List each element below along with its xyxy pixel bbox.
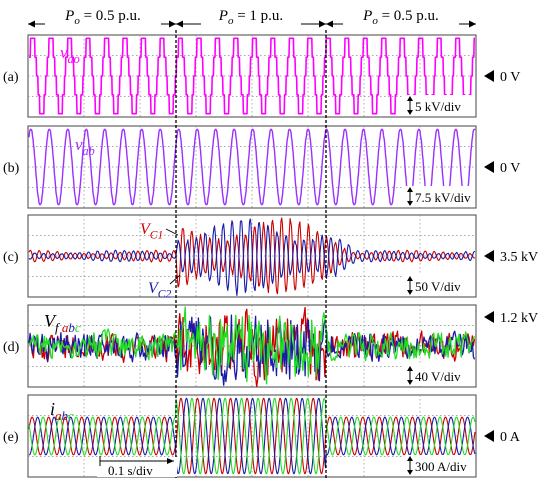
scale-label: 300 A/div bbox=[415, 459, 467, 474]
reference-label: 0 V bbox=[500, 70, 520, 85]
header-2-sub: o bbox=[228, 15, 234, 27]
scale-arrow-up bbox=[407, 366, 413, 371]
scale-box bbox=[404, 455, 474, 476]
svg-text:Po = 0.5 p.u.: Po = 0.5 p.u. bbox=[64, 8, 141, 27]
panel-c: VC1 VC2 (c) 3.5 kV 50 V/div bbox=[3, 214, 538, 300]
panel-e: iabc (e) 0 A 300 A/div bbox=[3, 394, 521, 478]
header-2-sym: P bbox=[218, 8, 228, 24]
scale-arrow-down bbox=[407, 290, 413, 295]
trace-phase-c bbox=[28, 397, 476, 475]
panel-d: Vf abc (d) 1.2 kV 40 V/div bbox=[3, 304, 538, 388]
reference-marker bbox=[484, 70, 494, 82]
scale-arrow-up bbox=[407, 187, 413, 192]
trace-v-ao bbox=[28, 37, 476, 115]
panel-label: (e) bbox=[3, 430, 19, 445]
signal-label-vc1: VC1 bbox=[140, 221, 163, 241]
trace-phase-b bbox=[28, 397, 476, 475]
reference-label: 0 V bbox=[500, 161, 520, 176]
header-segment-2: Po = 1 p.u. bbox=[201, 6, 301, 28]
scale-label: 5 kV/div bbox=[415, 99, 461, 114]
reference-label: 0 A bbox=[500, 430, 521, 445]
scale-box bbox=[404, 365, 474, 386]
signal-label-i-abc: iabc bbox=[50, 399, 74, 423]
header-segment-3: Po = 0.5 p.u. bbox=[343, 6, 459, 28]
vc2-pointer bbox=[169, 274, 181, 285]
signal-label-v-fabc: Vf abc bbox=[44, 311, 81, 335]
scale-arrow-up bbox=[407, 96, 413, 101]
scale-box bbox=[404, 275, 474, 296]
panel-traces bbox=[28, 306, 476, 388]
header-1-sym: P bbox=[64, 8, 74, 24]
panel-b: vab (b) 0 V 7.5 kV/div bbox=[3, 125, 520, 209]
scale-arrow-down bbox=[407, 380, 413, 385]
header-3-rest: = 0.5 p.u. bbox=[378, 8, 439, 24]
header: Po = 0.5 p.u. Po = 1 p.u. Po = 0.5 p.u. bbox=[28, 6, 476, 28]
reference-marker bbox=[484, 430, 494, 442]
header-3-sym: P bbox=[362, 8, 372, 24]
panel-traces bbox=[28, 397, 476, 475]
panel-grid bbox=[28, 126, 476, 208]
signal-label-v-ao: vao bbox=[60, 43, 80, 66]
scale-label: 50 V/div bbox=[415, 279, 461, 294]
header-1-rest: = 0.5 p.u. bbox=[80, 8, 141, 24]
panel-traces bbox=[28, 37, 476, 115]
signal-label-vc2: VC2 bbox=[148, 280, 171, 300]
panel-traces bbox=[28, 128, 476, 206]
scale-arrow-down bbox=[407, 110, 413, 115]
header-1-sub: o bbox=[74, 15, 80, 27]
svg-text:Po = 0.5 p.u.: Po = 0.5 p.u. bbox=[362, 8, 439, 27]
vc1-pointer bbox=[165, 228, 179, 236]
time-scale-marker: 0.1 s/div bbox=[97, 456, 177, 478]
scale-box bbox=[404, 95, 474, 116]
panel-label: (b) bbox=[3, 161, 20, 176]
svg-text:Po = 1 p.u.: Po = 1 p.u. bbox=[218, 8, 283, 27]
scale-label: 40 V/div bbox=[415, 369, 461, 384]
time-scale-label: 0.1 s/div bbox=[108, 463, 153, 478]
panel-label: (a) bbox=[3, 70, 19, 85]
header-segment-1: Po = 0.5 p.u. bbox=[45, 6, 161, 28]
panel-label: (d) bbox=[3, 340, 20, 355]
panel-label: (c) bbox=[3, 250, 19, 265]
panel-a: vao (a) 0 V 5 kV/div bbox=[3, 34, 520, 118]
scale-label: 7.5 kV/div bbox=[415, 190, 471, 205]
trace-v-c2 bbox=[28, 218, 475, 297]
reference-marker bbox=[484, 311, 494, 323]
scale-box bbox=[404, 186, 474, 207]
reference-marker bbox=[484, 250, 494, 262]
scale-arrow-down bbox=[407, 470, 413, 475]
header-2-rest: = 1 p.u. bbox=[233, 8, 283, 24]
panel-traces bbox=[28, 217, 476, 297]
scale-arrow-up bbox=[407, 276, 413, 281]
header-3-sub: o bbox=[372, 15, 378, 27]
reference-label: 3.5 kV bbox=[500, 250, 538, 265]
reference-marker bbox=[484, 161, 494, 173]
signal-label-v-ab: vab bbox=[75, 135, 95, 158]
scale-arrow-up bbox=[407, 456, 413, 461]
scale-arrow-down bbox=[407, 201, 413, 206]
trace-phase-a bbox=[28, 397, 476, 475]
trace-v-ab bbox=[28, 128, 476, 206]
trace-phase-c bbox=[28, 306, 476, 385]
reference-label: 1.2 kV bbox=[500, 311, 538, 326]
